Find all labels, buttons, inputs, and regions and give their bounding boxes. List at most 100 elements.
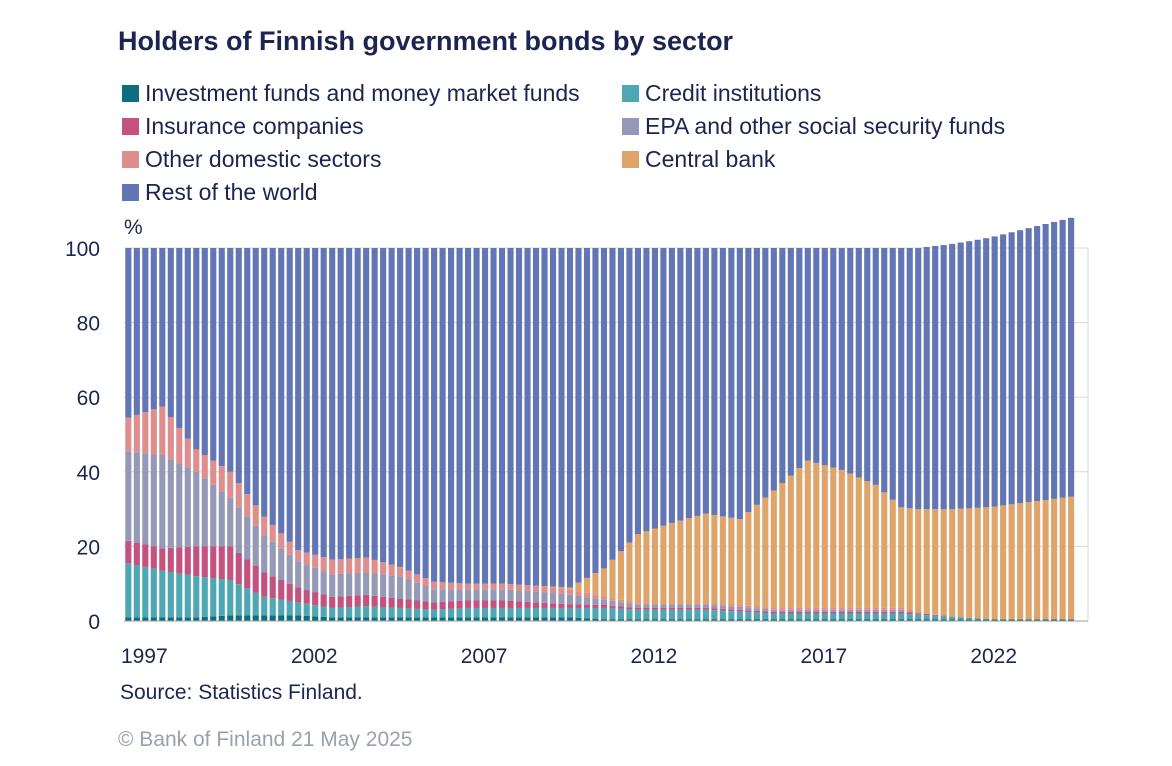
bar-segment-row [1042, 224, 1049, 500]
bar-segment-oth [762, 607, 769, 610]
bar-segment-ins [507, 600, 514, 608]
bar-segment-oth [261, 516, 268, 536]
bar-segment-ins [405, 599, 412, 609]
bar-segment-cb [898, 507, 905, 608]
bar-segment-ins [159, 548, 166, 571]
bar-segment-inv [864, 619, 871, 621]
bar-segment-inv [796, 619, 803, 621]
bar-segment-ins [719, 608, 726, 611]
bar-segment-inv [694, 619, 701, 621]
bar-segment-row [966, 241, 973, 509]
bar-segment-ins [736, 609, 743, 612]
legend-item-credit-institutions: Credit institutions [622, 80, 821, 107]
bar-segment-inv [762, 619, 769, 621]
bar-segment-inv [634, 619, 641, 621]
bar-segment-oth [889, 607, 896, 610]
bar-segment-ins [753, 610, 760, 613]
bar-segment-oth [804, 607, 811, 610]
bar-segment-epa [150, 454, 157, 547]
bar-segment-cb [668, 522, 675, 604]
bar-segment-row [651, 248, 658, 529]
bar-segment-ins [524, 601, 531, 608]
bar-segment-ins [847, 611, 854, 614]
bar-segment-cb [940, 509, 947, 616]
bar-segment-row [974, 239, 981, 508]
bar-segment-cb [558, 586, 565, 589]
bar-segment-row [1000, 234, 1007, 506]
bar-segment-ins [881, 611, 888, 614]
bar-segment-inv [838, 619, 845, 621]
bar-segment-epa [532, 591, 540, 603]
bar-segment-inv [813, 619, 820, 621]
bar-segment-epa [235, 507, 242, 553]
bar-segment-cb [770, 490, 777, 608]
bar-segment-inv [337, 617, 344, 621]
bar-segment-inv [668, 619, 675, 621]
bar-segment-inv [1042, 619, 1049, 621]
bar-segment-ins [609, 605, 616, 609]
bar-segment-oth [303, 552, 310, 565]
bar-segment-row [295, 248, 302, 551]
bar-segment-cb [702, 513, 709, 604]
bars [125, 217, 1075, 621]
bar-segment-row [380, 248, 387, 563]
bar-segment-inv [966, 619, 973, 621]
bar-segment-row [838, 248, 845, 470]
bar-segment-ins [142, 544, 149, 567]
bar-segment-inv [150, 617, 157, 621]
bar-segment-cred [660, 609, 667, 620]
bar-segment-cb [549, 586, 557, 588]
bar-segment-ins [821, 611, 828, 614]
bar-segment-oth [159, 406, 166, 456]
bar-segment-row [218, 248, 225, 467]
bar-segment-row [405, 248, 412, 571]
bar-segment-epa [702, 604, 709, 608]
bar-segment-cred [932, 615, 939, 620]
bar-segment-cred [490, 607, 497, 618]
bar-segment-cb [600, 568, 608, 597]
bar-segment-cred [167, 572, 174, 618]
bar-segment-epa [218, 491, 225, 547]
bar-segment-epa [660, 604, 667, 608]
bar-segment-epa [524, 590, 531, 602]
bar-segment-cb [838, 469, 845, 608]
legend-label: EPA and other social security funds [645, 113, 1006, 139]
bar-segment-cred [957, 617, 964, 620]
bar-segment-ins [473, 600, 480, 608]
bar-segment-inv [566, 617, 574, 621]
bar-segment-inv [983, 619, 990, 621]
bar-segment-inv [448, 617, 455, 621]
bar-segment-cred [651, 609, 658, 620]
bar-segment-inv [405, 617, 412, 621]
bar-segment-epa [889, 609, 896, 612]
bar-segment-cred [269, 598, 276, 616]
bar-segment-oth [583, 592, 591, 598]
bar-segment-row [889, 248, 896, 500]
bar-segment-inv [244, 615, 251, 621]
bar-segment-cb [583, 577, 591, 593]
bar-segment-epa [796, 609, 803, 612]
bar-segment-inv [490, 617, 497, 621]
bar-segment-ins [303, 589, 310, 604]
bar-segment-oth [456, 583, 463, 590]
bar-segment-ins [380, 596, 387, 608]
bar-segment-cred [634, 609, 641, 620]
bar-segment-cb [966, 508, 973, 618]
bar-segment-cb [651, 528, 658, 604]
bar-segment-epa [609, 600, 616, 606]
bar-segment-cb [753, 504, 760, 607]
bar-segment-epa [813, 609, 820, 612]
bar-segment-row [167, 248, 174, 418]
bar-segment-oth [482, 583, 489, 590]
bar-segment-oth [278, 533, 285, 549]
bar-segment-row [804, 248, 811, 461]
bar-segment-ins [227, 546, 234, 580]
bar-segment-epa [210, 484, 217, 547]
bar-segment-ins [167, 547, 174, 573]
bar-segment-oth [439, 582, 446, 590]
bar-segment-ins [252, 565, 259, 593]
bar-segment-oth [252, 505, 259, 526]
legend-label: Rest of the world [145, 179, 318, 205]
bar-segment-cred [872, 613, 879, 620]
bar-segment-cb [864, 481, 871, 608]
